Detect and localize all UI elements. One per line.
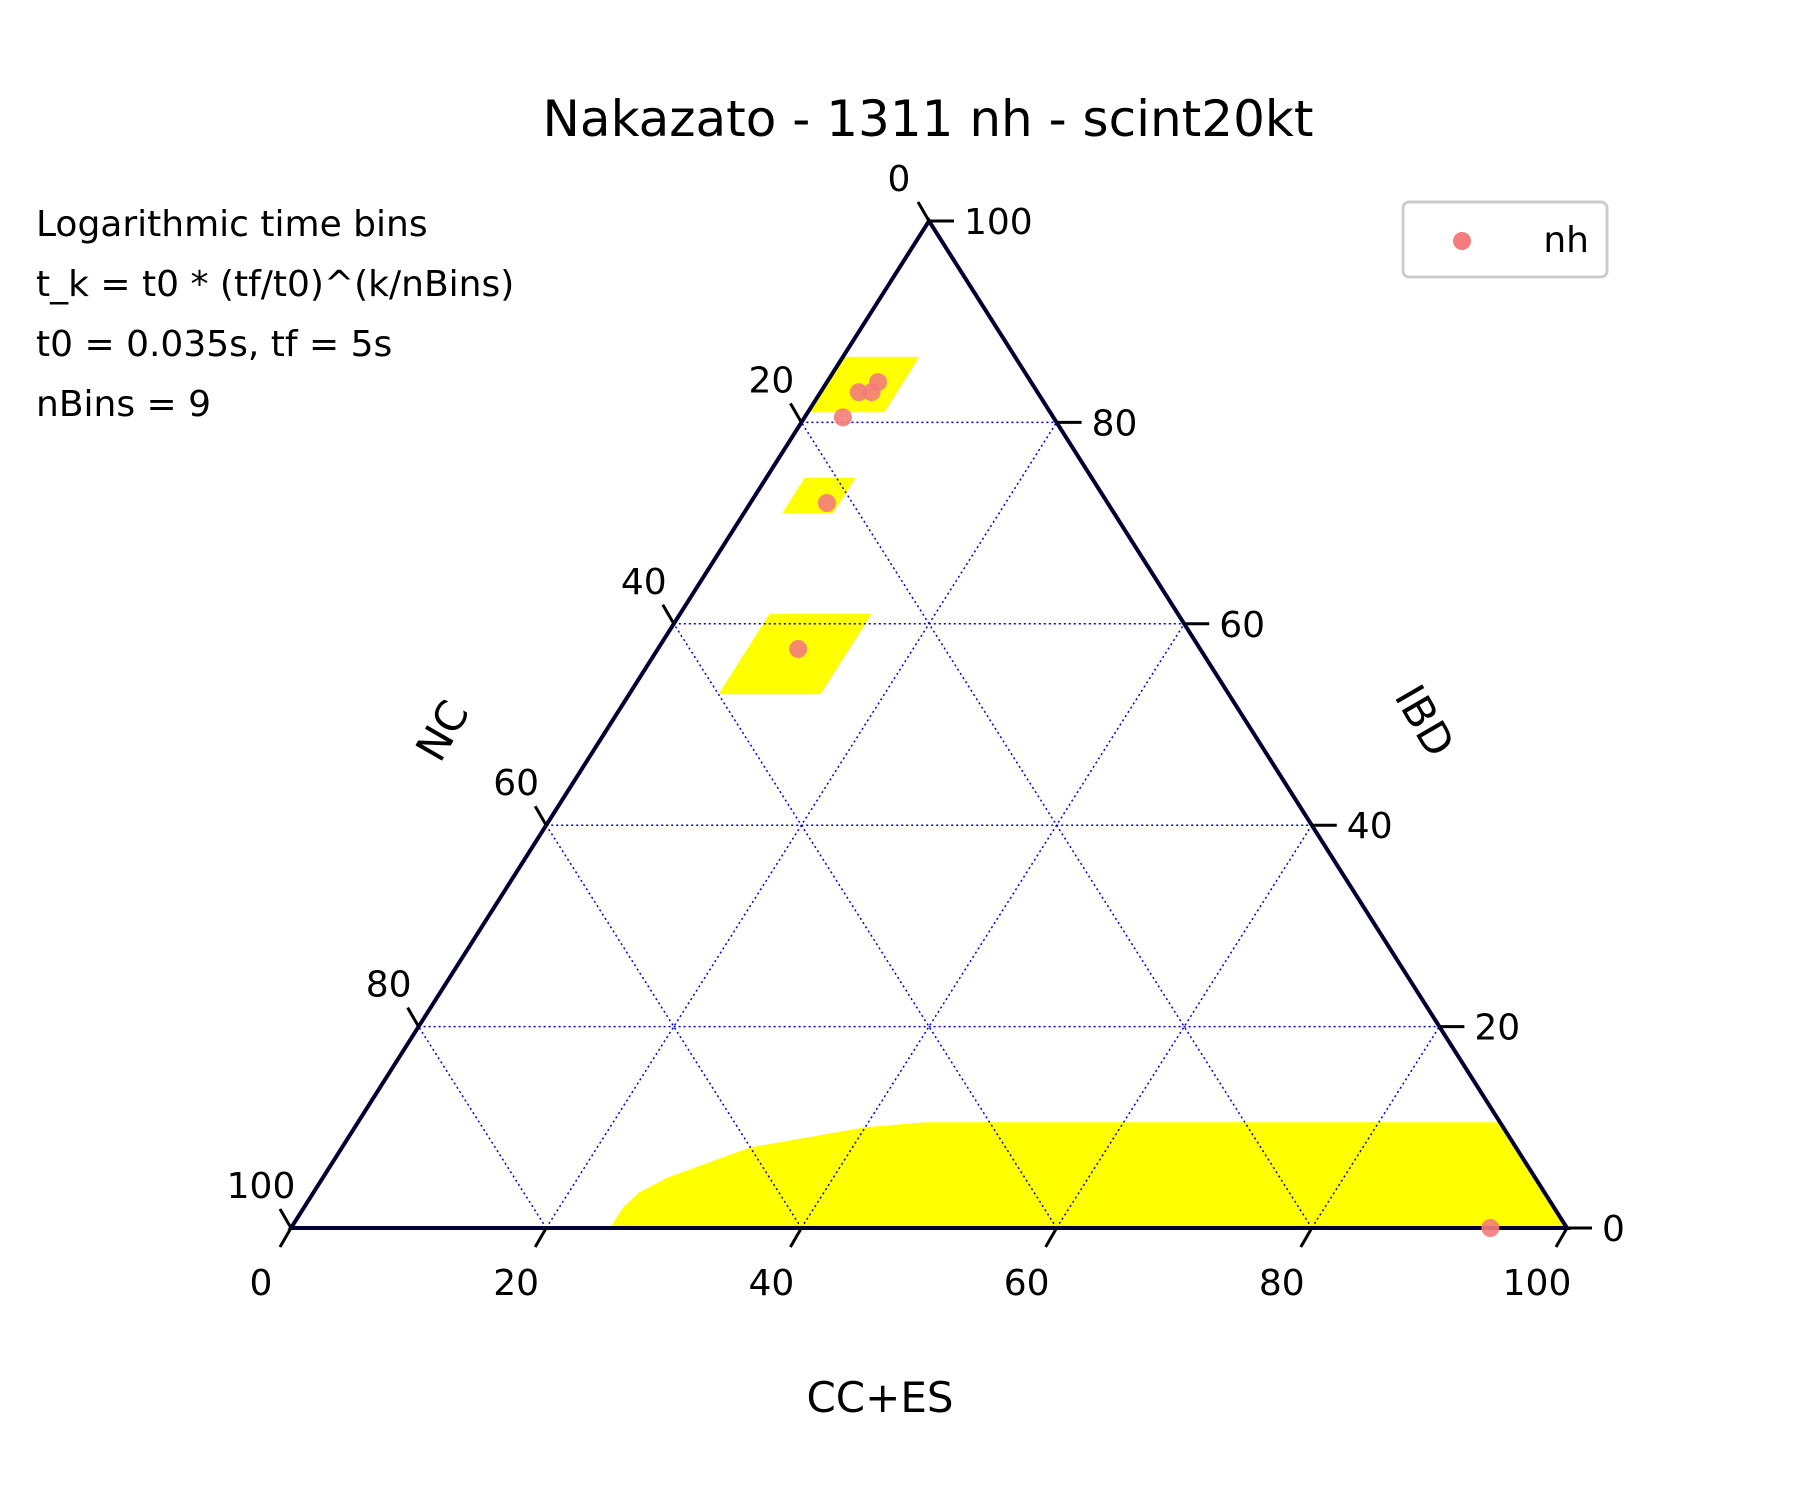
- annotation-line: Logarithmic time bins: [36, 204, 428, 245]
- grid-line: [417, 1026, 547, 1229]
- bottom-tick-label: 20: [493, 1263, 539, 1304]
- bottom-tick: [278, 1227, 293, 1248]
- left-tick: [661, 604, 676, 625]
- data-points: [789, 373, 1500, 1237]
- bottom-tick-label: 0: [250, 1263, 273, 1304]
- axis-ticks: 0 0 0 20 20 20 40 40 40 60 60 60 80 80 80 100 100 100: [227, 159, 1625, 1304]
- data-point: [817, 494, 836, 512]
- legend: nh: [1401, 200, 1609, 279]
- chart-title: Nakazato - 1311 nh - scint20kt: [543, 90, 1314, 148]
- grid-line: [673, 623, 1058, 1229]
- left-tick: [406, 1006, 420, 1028]
- confidence-region: [610, 1122, 1567, 1228]
- data-point: [789, 640, 808, 658]
- right-tick-label: 20: [1474, 1008, 1520, 1049]
- confidence-region: [782, 477, 856, 513]
- left-tick: [916, 201, 931, 222]
- grid-lines: [417, 421, 1441, 1229]
- triangle-outline: [287, 217, 1571, 1230]
- bottom-tick-label: 100: [1503, 1263, 1572, 1304]
- legend-box: [1401, 200, 1609, 279]
- legend-label: nh: [1543, 220, 1589, 261]
- bottom-tick: [1554, 1227, 1569, 1248]
- left-tick: [789, 402, 803, 424]
- bottom-tick: [1044, 1227, 1058, 1248]
- legend-marker: [1453, 232, 1471, 250]
- annotation-line: nBins = 9: [36, 384, 211, 425]
- bottom-tick: [789, 1227, 803, 1248]
- bottom-tick-label: 80: [1259, 1263, 1305, 1304]
- data-point: [862, 383, 881, 402]
- left-tick-label: 60: [493, 763, 539, 804]
- right-tick-label: 80: [1092, 403, 1138, 444]
- bottom-axis-label: CC+ES: [806, 1373, 953, 1422]
- annotation-line: t_k = t0 * (tf/t0)^(k/nBins): [36, 264, 514, 305]
- right-tick-label: 40: [1347, 806, 1393, 847]
- data-point: [1481, 1219, 1500, 1237]
- left-tick-label: 20: [748, 360, 794, 401]
- right-tick-label: 100: [964, 202, 1033, 243]
- data-point: [833, 408, 852, 427]
- bottom-tick-label: 60: [1004, 1263, 1050, 1304]
- left-tick-label: 0: [888, 159, 911, 200]
- grid-line: [800, 623, 1185, 1229]
- data-point: [849, 383, 868, 402]
- left-tick-label: 80: [366, 965, 412, 1006]
- left-tick: [278, 1208, 293, 1229]
- left-tick-label: 40: [621, 562, 667, 603]
- right-axis-label: IBD: [1385, 677, 1464, 765]
- confidence-regions: [610, 356, 1567, 1228]
- bottom-tick: [533, 1227, 548, 1248]
- left-tick: [533, 805, 548, 826]
- annotation-block: Logarithmic time bins t_k = t0 * (tf/t0)…: [36, 204, 514, 425]
- right-tick-label: 0: [1602, 1209, 1625, 1250]
- right-tick-label: 60: [1219, 605, 1265, 646]
- bottom-tick-label: 40: [748, 1263, 794, 1304]
- annotation-line: t0 = 0.035s, tf = 5s: [36, 324, 392, 365]
- triangle-frame: [287, 217, 1571, 1230]
- left-axis-label: NC: [406, 692, 479, 769]
- left-tick-label: 100: [227, 1166, 296, 1207]
- bottom-tick: [1299, 1227, 1314, 1248]
